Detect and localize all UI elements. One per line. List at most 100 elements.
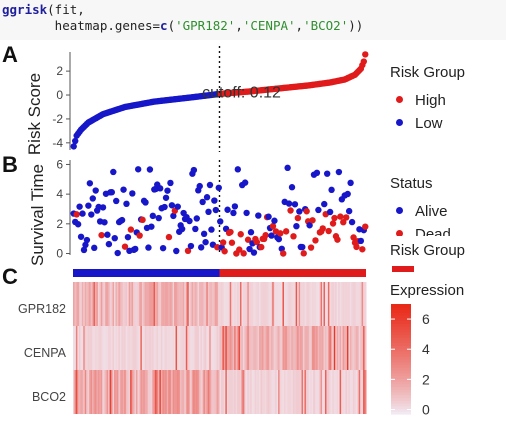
survival-point	[315, 206, 322, 214]
survival-point	[337, 213, 344, 220]
heatmap-cell	[314, 326, 317, 370]
heatmap-cell	[150, 370, 153, 414]
heatmap-cell	[196, 326, 199, 370]
heatmap-cell	[160, 370, 163, 414]
heatmap-cell	[92, 326, 95, 370]
heatmap-cell	[282, 282, 285, 326]
survival-point	[80, 246, 88, 254]
colorbar-segment	[391, 361, 411, 366]
heatmap-cell	[344, 370, 346, 414]
heatmap-cell	[270, 282, 273, 326]
heatmap-cell	[250, 326, 253, 370]
heatmap-cell	[204, 326, 207, 370]
survival-point	[344, 190, 351, 198]
heatmap-cell	[333, 370, 336, 414]
heatmap-cell	[297, 282, 300, 326]
heatmap-cell	[333, 326, 336, 370]
survival-point	[187, 242, 195, 250]
heatmap-cell	[275, 282, 278, 326]
code-sep-2: ,	[295, 18, 304, 33]
heatmap-cell	[166, 326, 169, 370]
heatmap-cell	[168, 370, 171, 414]
heatmap-cell	[304, 282, 307, 326]
survival-point	[359, 246, 366, 253]
survival-point	[312, 237, 319, 244]
survival-point	[280, 250, 287, 257]
heatmap-cell	[364, 282, 367, 326]
survival-point	[110, 168, 117, 176]
heatmap-cell	[174, 282, 177, 326]
survival-point	[98, 231, 105, 239]
heatmap-cell	[93, 282, 96, 326]
heatmap-cell	[363, 370, 366, 414]
heatmap-cell	[298, 282, 301, 326]
heatmap-cell	[307, 326, 310, 370]
heatmap-cell	[329, 370, 332, 414]
heatmap-cell	[75, 326, 78, 370]
heatmap-cell	[172, 326, 175, 370]
heatmap-cell	[198, 370, 201, 414]
heatmap-cell	[163, 326, 166, 370]
heatmap-cell	[286, 282, 289, 326]
heatmap-cell	[196, 282, 199, 326]
heatmap-cell	[156, 370, 159, 414]
heatmap-cell	[119, 282, 122, 326]
heatmap-cell	[203, 326, 206, 370]
heatmap-cell	[163, 370, 166, 414]
colorbar-segment	[391, 356, 411, 360]
survival-point	[162, 194, 170, 201]
survival-point	[334, 236, 341, 243]
heatmap-cell	[240, 326, 242, 370]
heatmap-cell	[73, 326, 75, 370]
survival-point	[99, 204, 107, 211]
survival-point	[121, 243, 129, 250]
heatmap-cell	[313, 370, 316, 414]
heatmap-cell	[119, 370, 122, 414]
heatmap-cell	[319, 326, 322, 370]
heatmap-cell	[165, 326, 168, 370]
heatmap-cell	[282, 326, 285, 370]
heatmap-cell	[83, 370, 86, 414]
heatmap-cell	[137, 326, 140, 370]
heatmap-cell	[102, 282, 105, 326]
colorbar-segment	[391, 331, 411, 335]
survival-point	[124, 233, 132, 241]
survival-point	[217, 218, 224, 225]
heatmap-cell	[140, 370, 143, 414]
heatmap-cell	[248, 370, 251, 414]
heatmap-cell	[215, 326, 218, 370]
heatmap-cell	[147, 326, 150, 370]
legend-item-dead: Dead	[396, 226, 451, 236]
heatmap-cell	[292, 370, 295, 414]
heatmap-cell	[326, 326, 329, 370]
heatmap-cell	[182, 370, 185, 414]
survival-point	[168, 202, 176, 209]
survival-point	[76, 203, 83, 210]
survival-point	[250, 249, 258, 256]
heatmap-cell	[135, 326, 138, 370]
heatmap-cell	[222, 282, 225, 326]
heatmap-cell	[97, 326, 100, 370]
heatmap-cell	[160, 282, 163, 326]
heatmap-cell	[207, 326, 210, 370]
heatmap-cell	[128, 370, 131, 414]
heatmap-cell	[238, 370, 241, 414]
heatmap-cell	[247, 326, 250, 370]
heatmap-cell	[174, 326, 177, 370]
heatmap-cell	[240, 282, 242, 326]
heatmap-cell	[223, 326, 226, 370]
gene-label-bco2: BCO2	[31, 390, 66, 404]
heatmap-cell	[279, 370, 282, 414]
heatmap-cell	[320, 326, 323, 370]
heatmap-cell	[345, 370, 348, 414]
heatmap-cell	[165, 370, 168, 414]
heatmap-cell	[213, 282, 216, 326]
heatmap-cell	[127, 326, 130, 370]
survival-point	[114, 249, 121, 257]
heatmap-cell	[276, 370, 279, 414]
heatmap-cell	[105, 282, 108, 326]
heatmap-cell	[263, 370, 266, 414]
heatmap-cell	[354, 370, 357, 414]
survival-point	[159, 244, 167, 252]
survival-point	[134, 166, 142, 173]
